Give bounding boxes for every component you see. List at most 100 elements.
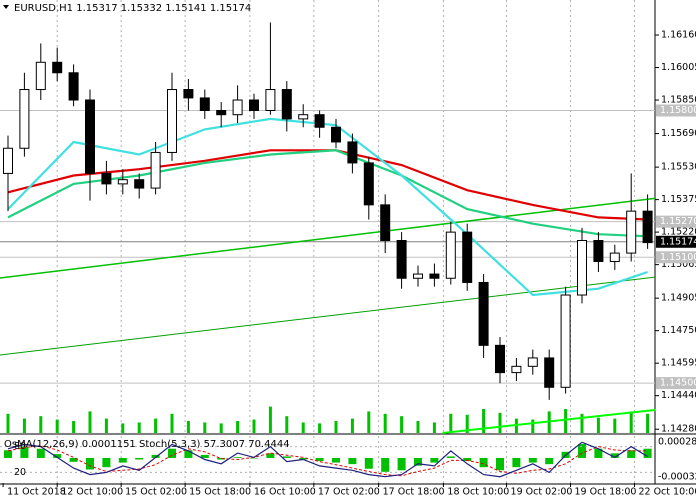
volume-bar: [170, 413, 174, 433]
candle-body: [445, 231, 456, 279]
volume-bar: [137, 422, 141, 433]
volume-bar: [268, 406, 272, 433]
candle-body: [134, 179, 145, 189]
volume-bar: [334, 421, 338, 433]
candle-body: [560, 294, 571, 388]
y-tick-label: 1.15530: [661, 162, 696, 173]
level-box: [656, 235, 696, 248]
candle-body: [462, 231, 473, 283]
volume-bar: [55, 419, 59, 433]
level-box: [656, 377, 696, 390]
osma-bar: [118, 457, 127, 463]
y-tick-label: 1.16160: [661, 30, 696, 41]
candle-body: [117, 179, 128, 185]
volume-bar: [498, 412, 502, 433]
header-value: 1.15317: [76, 3, 117, 14]
osma-bar: [397, 457, 406, 471]
candle-body: [265, 89, 276, 112]
volume-bar: [449, 413, 453, 433]
trend-line: [442, 408, 656, 434]
volume-bar: [646, 413, 650, 433]
volume-bar: [383, 413, 387, 433]
stoch-value: 70.4444: [248, 439, 289, 450]
stoch-signal: [7, 445, 648, 477]
osma-bar: [512, 457, 521, 468]
volume-bar: [186, 421, 190, 433]
candle-body: [544, 357, 555, 388]
volume-bar: [154, 418, 158, 433]
x-tick-label: 11 Oct 2018: [7, 487, 66, 498]
osma-bar: [200, 454, 209, 458]
candle-body: [52, 61, 63, 74]
osma-bar: [643, 448, 652, 458]
header-value: 1.15141: [165, 3, 206, 14]
volume-bar: [39, 416, 43, 433]
x-tick-label: 12 Oct 10:00: [61, 487, 123, 498]
candle-body: [35, 61, 46, 91]
osma-bar: [151, 454, 160, 458]
candle-body: [183, 89, 194, 99]
volume-bar: [6, 413, 10, 433]
candle-body: [3, 147, 13, 174]
osma-bar: [168, 448, 176, 458]
y-tick-label: 1.14280: [661, 424, 696, 435]
volume-bar: [219, 423, 223, 433]
candle-body: [642, 210, 653, 244]
osma-bar: [446, 456, 455, 458]
volume-bar: [252, 419, 256, 433]
candle-body: [314, 114, 325, 128]
volume-bar: [22, 418, 26, 433]
volume-bar: [285, 416, 289, 433]
header-value: 1.15332: [121, 3, 162, 14]
osma-bar: [594, 448, 603, 458]
osma-bar: [381, 457, 390, 472]
volume-bar: [465, 414, 469, 433]
osma-bar: [528, 457, 537, 463]
stoch-value: 57.3007: [204, 439, 245, 450]
volume-bar: [367, 411, 371, 433]
osma-value: 0.0001151: [82, 439, 136, 450]
osma-bar: [217, 457, 226, 460]
osma-bar: [610, 453, 619, 458]
level-label: 1.15270: [660, 216, 696, 227]
volume-bar: [350, 418, 354, 433]
volume-bar: [564, 409, 568, 433]
candle-body: [577, 240, 587, 296]
trend-line: [0, 197, 656, 279]
osma-bar: [102, 457, 111, 468]
osma-bar: [135, 457, 144, 460]
x-tick-label: 17 Oct 18:00: [383, 487, 445, 498]
y-tick-label: 1.14595: [661, 358, 696, 369]
y-tick-label: 1.15375: [661, 194, 696, 205]
x-tick-label: 18 Oct 10:00: [447, 487, 509, 498]
volume-bar: [580, 413, 584, 433]
candle-body: [298, 114, 309, 120]
volume-bar: [613, 418, 617, 433]
volume-bar: [531, 419, 535, 433]
level-label: 1.15800: [660, 105, 696, 116]
volume-bar: [318, 423, 322, 433]
candle-body: [216, 110, 227, 116]
volume-bar: [236, 421, 240, 433]
candle-body: [232, 99, 243, 116]
y-tick-label: 1.14440: [661, 390, 696, 401]
osma-bar: [463, 457, 472, 462]
chart-header: EURUSD,H1 1.15317 1.15332 1.15141 1.1517…: [14, 3, 251, 14]
candle-body: [396, 240, 407, 279]
volume-bar: [88, 411, 92, 433]
osma-bar: [299, 457, 308, 460]
candle-body: [85, 99, 95, 174]
symbol-title: EURUSD,H1: [14, 3, 73, 14]
candle-body: [495, 344, 505, 374]
trend-line: [0, 276, 656, 356]
dropdown-icon: [3, 5, 9, 9]
volume-bar: [482, 409, 486, 433]
y-tick-label: 1.14750: [661, 325, 696, 336]
x-tick-label: 15 Oct 18:00: [189, 487, 251, 498]
osma-bar: [53, 454, 62, 458]
volume-bar: [596, 417, 600, 433]
volume-bar: [203, 422, 207, 433]
candle-body: [331, 126, 341, 143]
